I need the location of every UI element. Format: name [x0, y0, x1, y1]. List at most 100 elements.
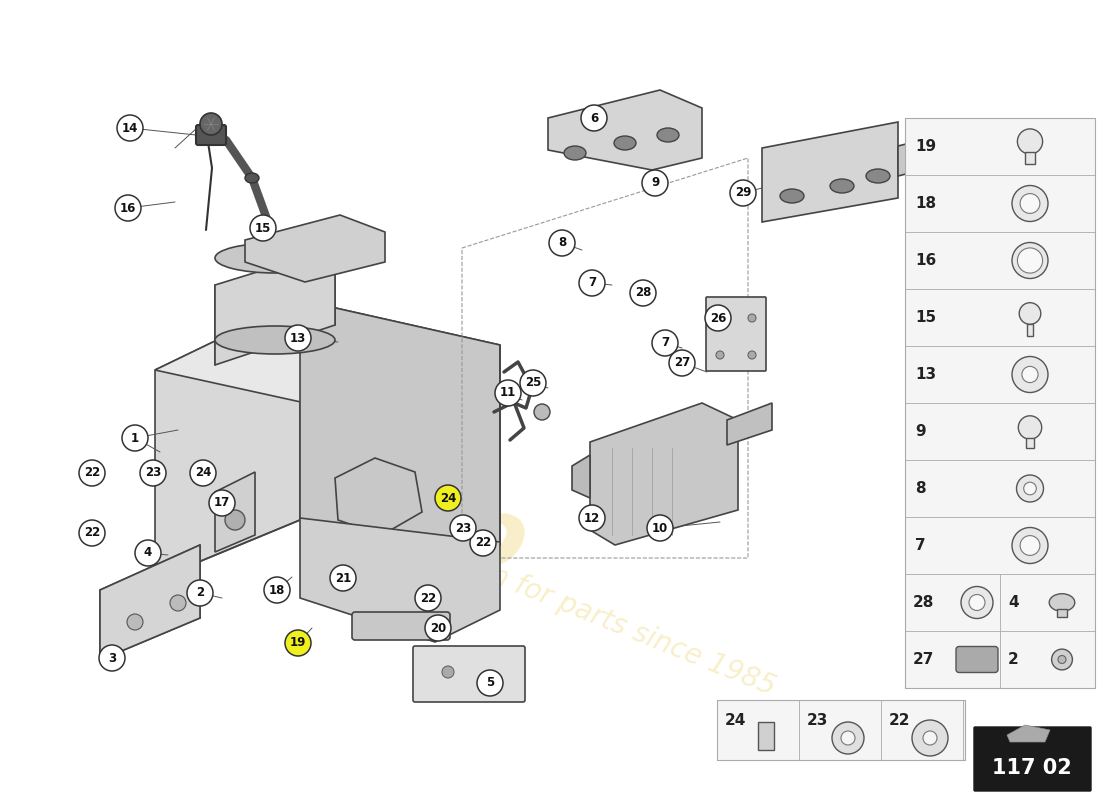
Text: 22: 22	[84, 526, 100, 539]
FancyBboxPatch shape	[956, 646, 998, 673]
Bar	[1026, 438, 1034, 447]
Text: 24: 24	[725, 713, 747, 728]
Text: europ: europ	[200, 383, 541, 597]
Circle shape	[285, 325, 311, 351]
Circle shape	[748, 314, 756, 322]
Text: 19: 19	[289, 637, 306, 650]
Circle shape	[79, 520, 104, 546]
Circle shape	[126, 614, 143, 630]
Text: a passion for parts since 1985: a passion for parts since 1985	[379, 518, 780, 702]
Polygon shape	[300, 300, 500, 545]
Circle shape	[116, 195, 141, 221]
Circle shape	[748, 351, 756, 359]
Text: 4: 4	[1008, 595, 1019, 610]
Circle shape	[122, 425, 149, 451]
Circle shape	[1020, 302, 1041, 324]
Ellipse shape	[564, 146, 586, 160]
Text: 19: 19	[915, 139, 936, 154]
Circle shape	[652, 330, 678, 356]
Text: 22: 22	[420, 591, 436, 605]
Ellipse shape	[614, 136, 636, 150]
Text: 24: 24	[440, 491, 456, 505]
Text: 5: 5	[486, 677, 494, 690]
Ellipse shape	[866, 169, 890, 183]
Circle shape	[415, 585, 441, 611]
Text: 13: 13	[915, 367, 936, 382]
Text: 20: 20	[430, 622, 447, 634]
Polygon shape	[245, 215, 385, 282]
Polygon shape	[548, 90, 702, 170]
Circle shape	[470, 530, 496, 556]
Circle shape	[1012, 527, 1048, 563]
Circle shape	[549, 230, 575, 256]
Circle shape	[135, 540, 161, 566]
Circle shape	[477, 670, 503, 696]
Text: 18: 18	[915, 196, 936, 211]
Polygon shape	[727, 403, 772, 445]
Bar	[905, 118, 1094, 688]
Circle shape	[442, 666, 454, 678]
Bar	[1027, 323, 1033, 335]
Polygon shape	[762, 122, 898, 222]
Ellipse shape	[830, 179, 854, 193]
Text: 3: 3	[108, 651, 117, 665]
Text: 17: 17	[213, 497, 230, 510]
Polygon shape	[155, 300, 501, 415]
Circle shape	[250, 215, 276, 241]
Text: 9: 9	[651, 177, 659, 190]
Text: 2: 2	[196, 586, 205, 599]
Circle shape	[842, 731, 855, 745]
Ellipse shape	[214, 243, 336, 273]
Text: 28: 28	[913, 595, 934, 610]
Circle shape	[140, 460, 166, 486]
Text: 6: 6	[590, 111, 598, 125]
Circle shape	[330, 565, 356, 591]
Circle shape	[187, 580, 213, 606]
Circle shape	[1022, 366, 1038, 382]
FancyBboxPatch shape	[412, 646, 525, 702]
Circle shape	[1020, 536, 1040, 555]
Circle shape	[190, 460, 216, 486]
Text: 4: 4	[144, 546, 152, 559]
Circle shape	[200, 113, 222, 135]
Text: 16: 16	[120, 202, 136, 214]
Circle shape	[1024, 482, 1036, 494]
Text: 1: 1	[131, 431, 139, 445]
Text: 10: 10	[652, 522, 668, 534]
Circle shape	[1018, 248, 1043, 273]
Polygon shape	[214, 248, 336, 365]
Circle shape	[912, 720, 948, 756]
Circle shape	[630, 280, 656, 306]
Text: 29: 29	[735, 186, 751, 199]
Circle shape	[669, 350, 695, 376]
Circle shape	[450, 515, 476, 541]
Ellipse shape	[780, 189, 804, 203]
Bar	[758, 722, 774, 750]
Circle shape	[434, 485, 461, 511]
FancyBboxPatch shape	[974, 727, 1091, 791]
Polygon shape	[898, 135, 942, 176]
Circle shape	[79, 460, 104, 486]
Circle shape	[209, 490, 235, 516]
Bar	[1057, 609, 1067, 617]
Text: 2: 2	[1008, 652, 1019, 667]
Circle shape	[1012, 242, 1048, 278]
Text: 18: 18	[268, 583, 285, 597]
Text: 27: 27	[674, 357, 690, 370]
Text: 22: 22	[84, 466, 100, 479]
Text: 13: 13	[290, 331, 306, 345]
Circle shape	[1052, 649, 1072, 670]
Text: 23: 23	[455, 522, 471, 534]
Circle shape	[264, 577, 290, 603]
Polygon shape	[100, 545, 200, 660]
Text: 11: 11	[499, 386, 516, 399]
Circle shape	[730, 180, 756, 206]
Text: 8: 8	[915, 481, 925, 496]
Text: 7: 7	[661, 337, 669, 350]
Polygon shape	[300, 518, 500, 642]
Circle shape	[705, 305, 732, 331]
Circle shape	[285, 630, 311, 656]
Text: 16: 16	[915, 253, 936, 268]
Polygon shape	[155, 300, 300, 580]
Text: 7: 7	[587, 277, 596, 290]
